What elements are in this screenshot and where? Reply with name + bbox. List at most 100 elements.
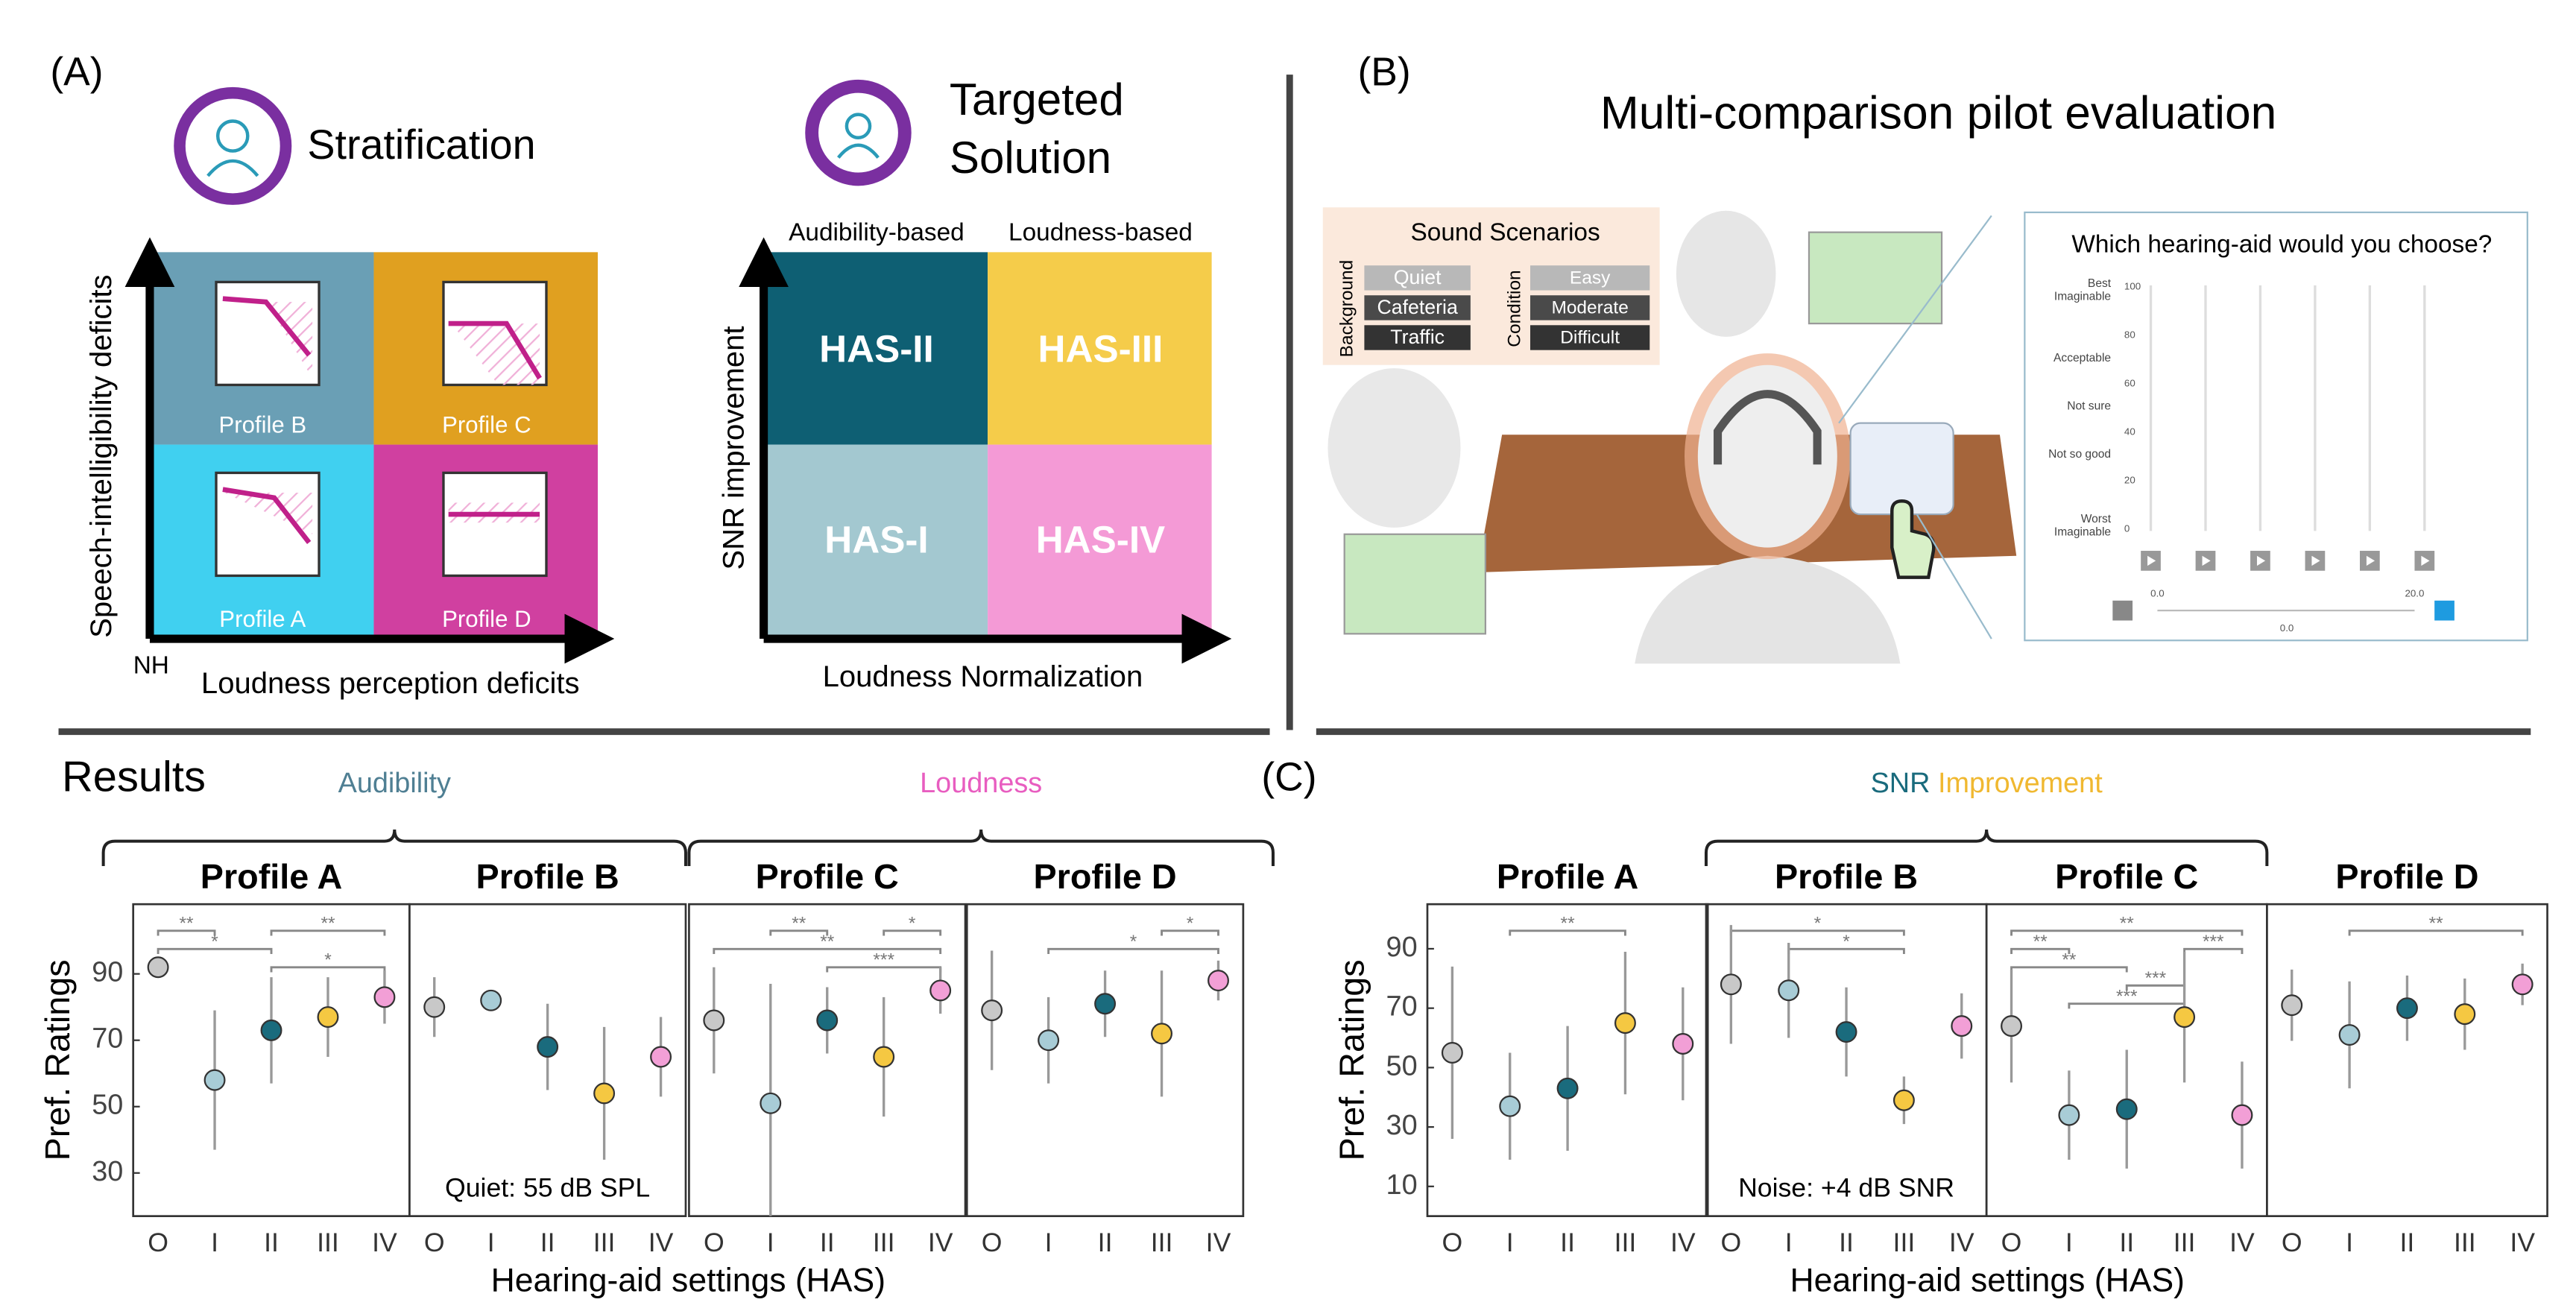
significance-label: ** bbox=[2033, 932, 2048, 952]
scenario-button-label: Moderate bbox=[1551, 298, 1628, 318]
scale-tick: 60 bbox=[2124, 378, 2135, 389]
scene-image bbox=[1808, 231, 1943, 325]
play-icon bbox=[2311, 555, 2320, 566]
icon bbox=[845, 113, 872, 139]
point bbox=[2001, 1015, 2023, 1037]
significance-bracket bbox=[713, 947, 942, 954]
cell bbox=[763, 252, 988, 445]
x-tick-label: I bbox=[2065, 1228, 2073, 1257]
facet-title: Profile B bbox=[476, 857, 619, 896]
significance-bracket bbox=[2183, 947, 2244, 954]
x-tick-label: I bbox=[211, 1228, 218, 1257]
x-tick-label: III bbox=[317, 1228, 339, 1257]
point bbox=[2281, 994, 2303, 1017]
cell-label: Profile B bbox=[218, 411, 306, 438]
significance-label: *** bbox=[873, 950, 894, 970]
scale-label: Best bbox=[2088, 277, 2112, 290]
x-tick-label: II bbox=[264, 1228, 279, 1257]
x-tick-label: II bbox=[1839, 1228, 1854, 1257]
icon bbox=[837, 143, 880, 159]
group-label: Loudness bbox=[920, 768, 1042, 799]
scenario-axis: Background bbox=[1337, 260, 1357, 358]
significance-bracket bbox=[270, 966, 386, 973]
x-tick-label: IV bbox=[1670, 1228, 1696, 1257]
significance-bracket bbox=[157, 929, 216, 936]
axis-label: Loudness perception deficits bbox=[201, 667, 580, 700]
x-tick-label: IV bbox=[1206, 1228, 1231, 1257]
facet-title: Profile C bbox=[2055, 857, 2198, 896]
x-axis-label: Hearing-aid settings (HAS) bbox=[1790, 1262, 2185, 1298]
cell bbox=[763, 444, 988, 639]
scale-label: Imaginable bbox=[2054, 526, 2111, 539]
scale-label: Worst bbox=[2081, 513, 2112, 525]
section-title: Stratification bbox=[307, 121, 535, 168]
y-tick-label: 90 bbox=[1386, 932, 1418, 963]
cell-label: HAS-II bbox=[819, 327, 934, 370]
x-tick-label: III bbox=[1614, 1228, 1637, 1257]
x-tick-label: O bbox=[982, 1228, 1003, 1257]
point bbox=[1614, 1012, 1636, 1035]
cell-label: HAS-I bbox=[824, 518, 928, 560]
scenario-button-label: Quiet bbox=[1394, 266, 1442, 288]
significance-label: *** bbox=[2116, 986, 2138, 1006]
x-tick-label: IV bbox=[1949, 1228, 1974, 1257]
significance-bracket bbox=[2010, 947, 2071, 954]
facet-frame bbox=[408, 903, 687, 1218]
significance-label: * bbox=[1843, 932, 1850, 952]
significance-label: ** bbox=[2429, 913, 2444, 933]
icon bbox=[206, 159, 259, 177]
cell-label: Profile D bbox=[442, 606, 531, 632]
panel-label: (B) bbox=[1357, 50, 1410, 94]
significance-label: *** bbox=[2145, 968, 2167, 988]
point bbox=[2058, 1104, 2080, 1126]
scale-label: Imaginable bbox=[2054, 291, 2111, 303]
scenario-button-label: Traffic bbox=[1390, 326, 1445, 348]
headphones bbox=[1713, 390, 1822, 465]
significance-label: *** bbox=[2203, 932, 2224, 952]
panel-label: (C) bbox=[1261, 755, 1316, 799]
point bbox=[873, 1046, 895, 1068]
x-tick-label: I bbox=[767, 1228, 774, 1257]
group-label-part: Audibility bbox=[338, 768, 451, 799]
scenario-button bbox=[1530, 265, 1650, 291]
scale-label: Not so good bbox=[2048, 448, 2111, 461]
y-tick-label: 30 bbox=[92, 1156, 123, 1187]
icon bbox=[215, 119, 250, 153]
scenario-axis: Condition bbox=[1504, 270, 1524, 347]
cell bbox=[988, 444, 1212, 639]
point bbox=[1672, 1033, 1694, 1055]
point bbox=[1835, 1021, 1857, 1043]
y-tick-label: 90 bbox=[92, 957, 123, 988]
facet-title: Profile A bbox=[1497, 857, 1638, 896]
x-tick-label: O bbox=[2282, 1228, 2302, 1257]
slider-label: 0.0 bbox=[2150, 587, 2165, 598]
point bbox=[981, 999, 1003, 1022]
body bbox=[1635, 555, 1901, 664]
y-axis-label: Pref. Ratings bbox=[1332, 959, 1371, 1160]
point bbox=[760, 1092, 782, 1114]
significance-label: ** bbox=[321, 913, 335, 933]
group-label: SNR Improvement bbox=[1871, 768, 2103, 799]
axis-label: Loudness Normalization bbox=[823, 660, 1143, 693]
x-tick-label: IV bbox=[2510, 1228, 2535, 1257]
facet-frame bbox=[1426, 903, 1709, 1218]
point bbox=[537, 1036, 559, 1058]
scenario-button-label: Easy bbox=[1570, 268, 1611, 288]
significance-label: * bbox=[1814, 913, 1822, 933]
questionnaire bbox=[2024, 211, 2528, 642]
x-tick-label: II bbox=[2119, 1228, 2134, 1257]
point bbox=[1094, 993, 1117, 1015]
question: Which hearing-aid would you choose? bbox=[2071, 230, 2492, 258]
y-tick-label: 10 bbox=[1386, 1169, 1418, 1201]
mini-plot bbox=[442, 471, 548, 578]
loop-button bbox=[2434, 600, 2455, 621]
facet-title: Profile C bbox=[756, 857, 899, 896]
x-tick-label: II bbox=[820, 1228, 835, 1257]
group-label-part: Improvement bbox=[1938, 768, 2103, 799]
y-tick-label: 50 bbox=[1386, 1050, 1418, 1081]
x-axis-label: Hearing-aid settings (HAS) bbox=[491, 1262, 886, 1298]
head bbox=[1676, 210, 1776, 337]
slider-label: 20.0 bbox=[2405, 587, 2424, 598]
significance-label: ** bbox=[1561, 913, 1576, 933]
x-tick-label: I bbox=[1045, 1228, 1052, 1257]
